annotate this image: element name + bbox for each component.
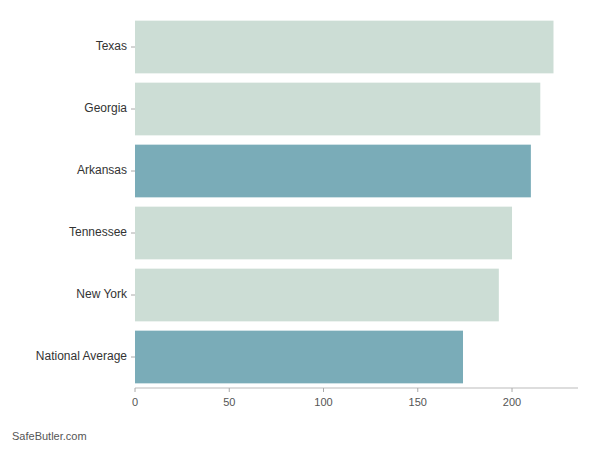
bar [135,21,553,74]
category-label: New York [76,287,128,301]
chart-container: Texas Georgia Arkansas Tennessee New York Nat… [0,0,600,450]
footnote: SafeButler.com [12,430,87,442]
x-tick-label: 200 [503,396,521,408]
y-tick [131,47,135,48]
x-tick [135,388,136,392]
x-tick-label: 150 [409,396,427,408]
x-axis: 0 50 100 150 200 [132,388,578,408]
y-tick [131,171,135,172]
x-tick-label: 0 [132,396,138,408]
category-label: National Average [36,349,128,363]
x-tick [417,388,418,392]
y-axis: Texas Georgia Arkansas Tennessee New York Nat… [36,39,135,363]
category-label: Tennessee [69,225,127,239]
y-tick [131,295,135,296]
y-tick [131,233,135,234]
x-tick-label: 100 [314,396,332,408]
x-tick [323,388,324,392]
category-label: Georgia [84,101,127,115]
x-tick [512,388,513,392]
bar [135,207,512,260]
x-tick-label: 50 [223,396,235,408]
category-label: Texas [96,39,127,53]
y-tick [131,109,135,110]
bar [135,331,463,384]
bar [135,269,499,322]
bars [135,21,553,384]
chart: Texas Georgia Arkansas Tennessee New York Nat… [0,0,600,450]
bar [135,83,540,136]
x-tick [229,388,230,392]
y-tick [131,357,135,358]
bar [135,145,531,198]
category-label: Arkansas [77,163,127,177]
